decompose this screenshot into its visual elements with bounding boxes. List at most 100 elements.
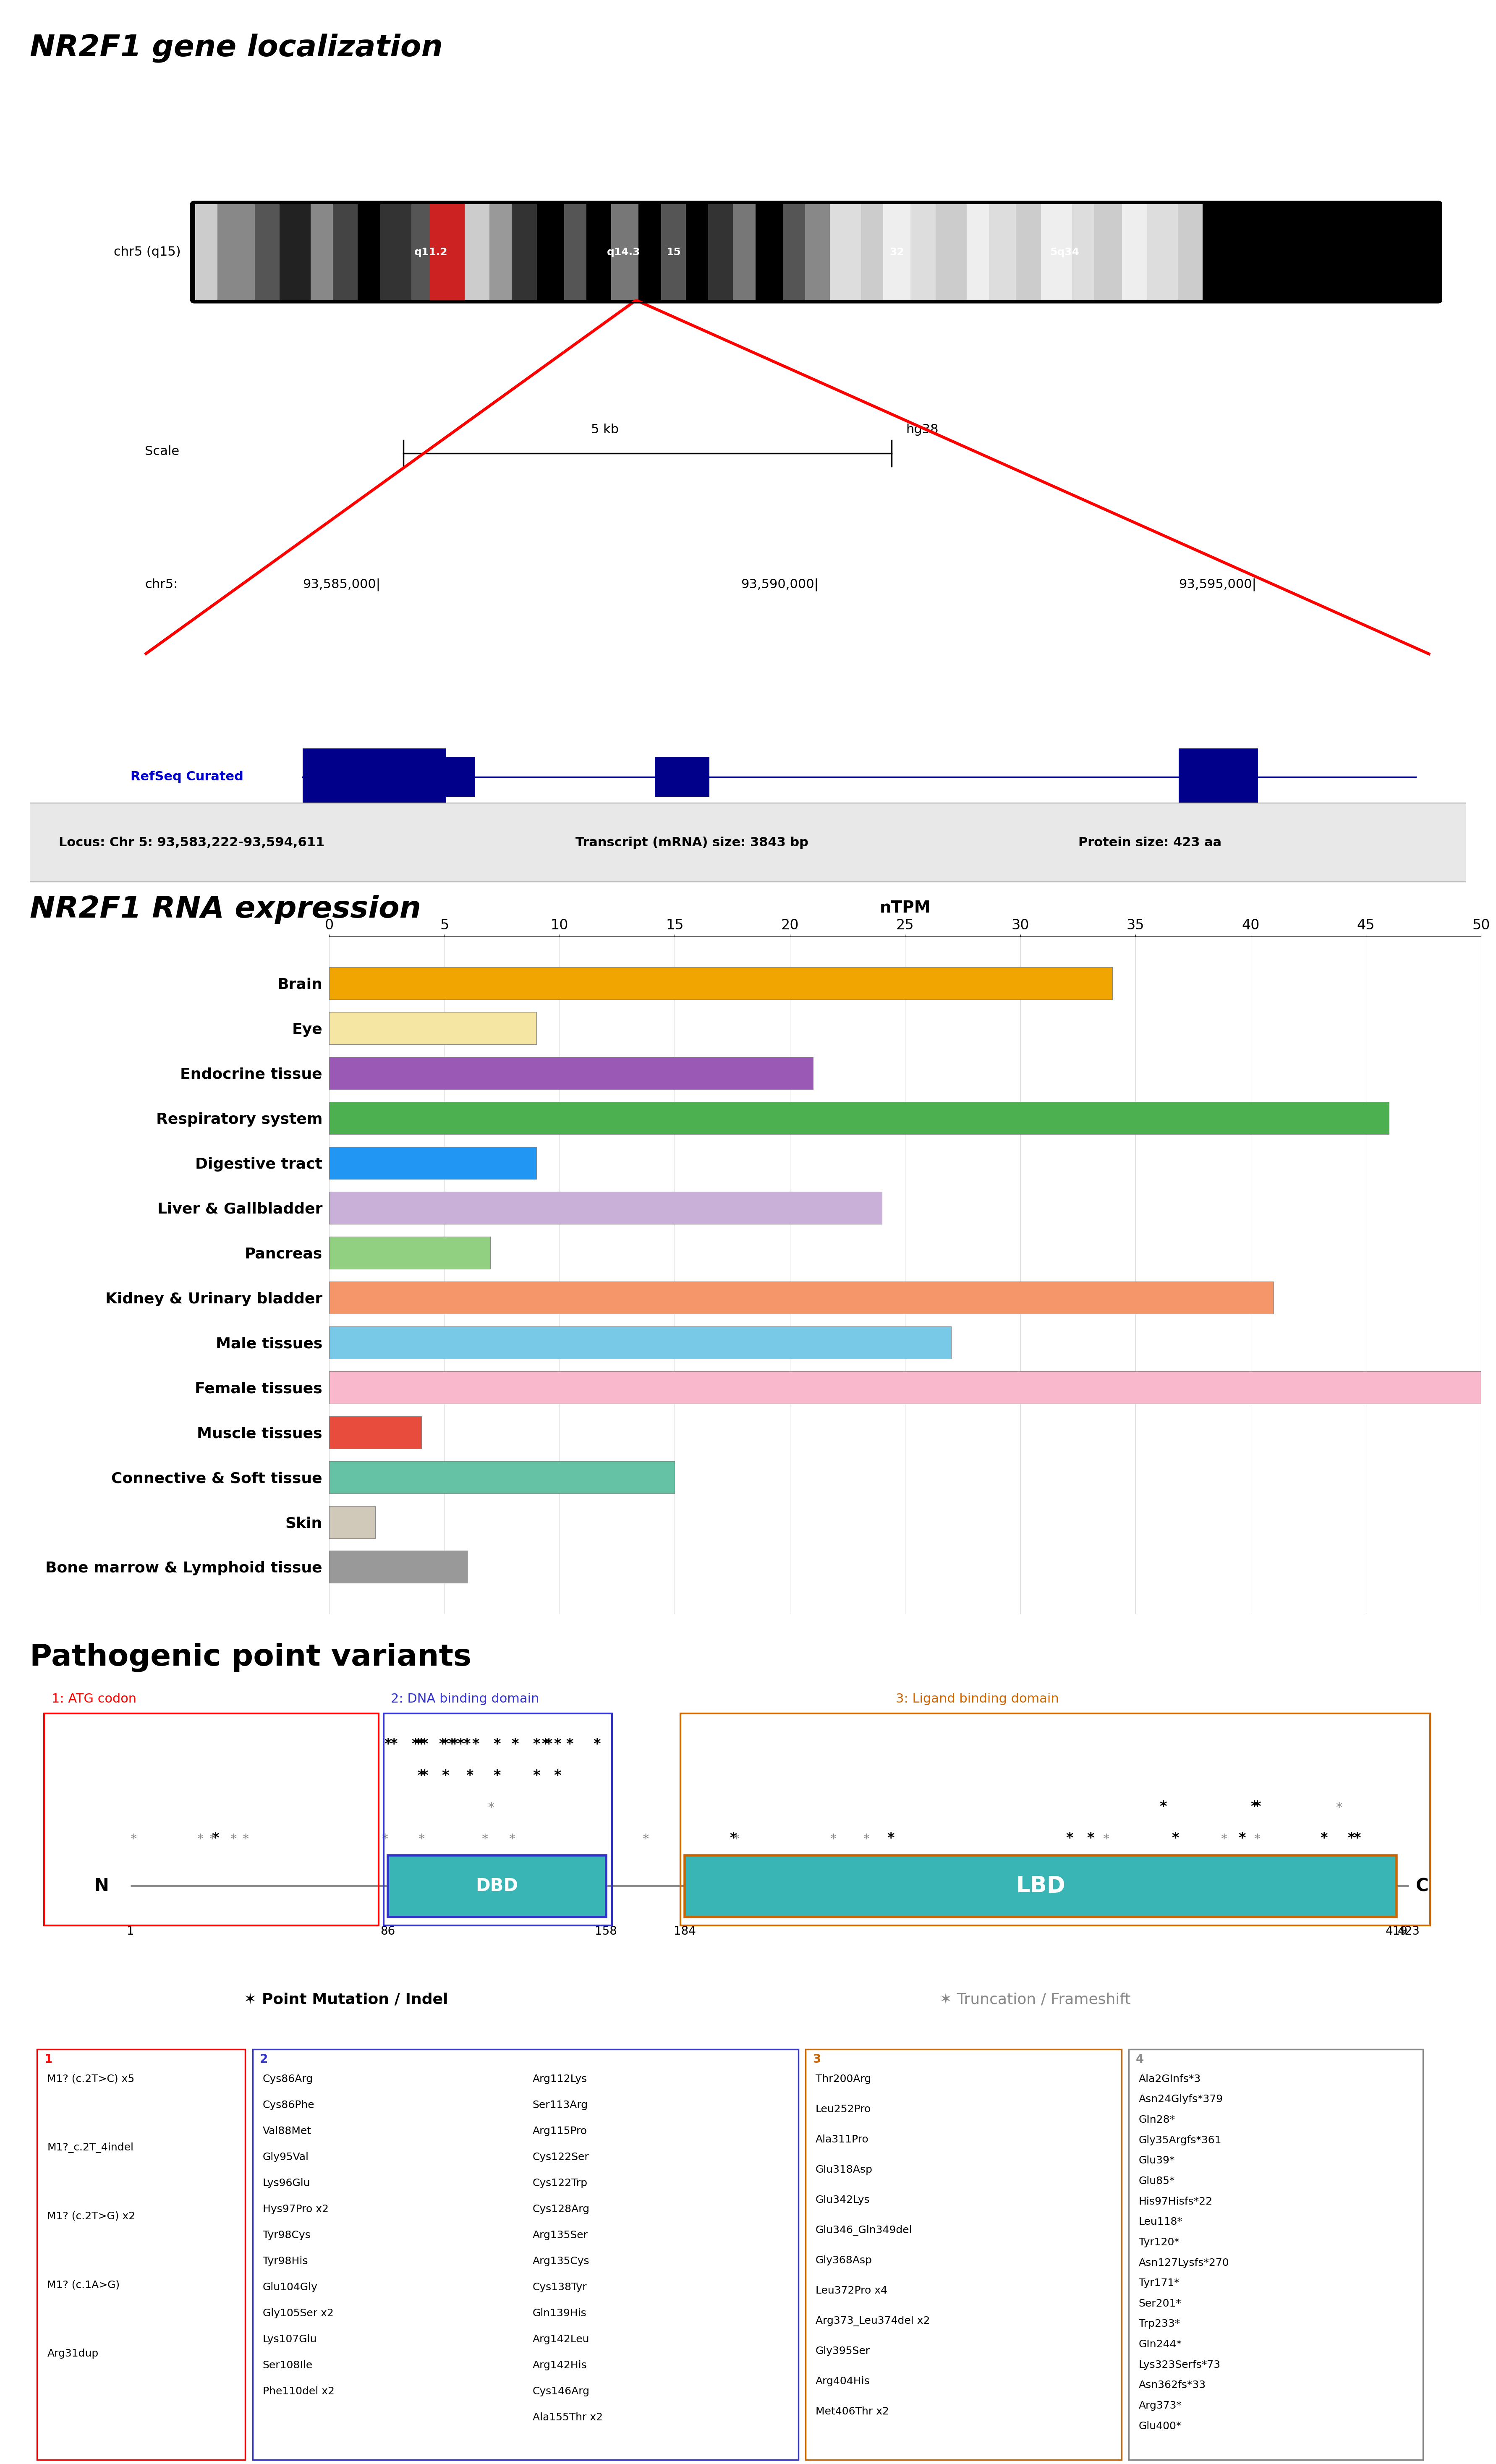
Text: Tyr120*: Tyr120* — [1138, 2237, 1179, 2247]
Text: chr5 (q15): chr5 (q15) — [114, 246, 181, 259]
Bar — [805, 2050, 1122, 2459]
Text: M1? (c.2T>C) x5: M1? (c.2T>C) x5 — [48, 2075, 135, 2085]
Text: *: * — [565, 1737, 573, 1752]
Bar — [329, 966, 1113, 1000]
Text: hg38: hg38 — [907, 424, 938, 436]
Bar — [935, 205, 966, 301]
Text: GIn28*: GIn28* — [1138, 2114, 1176, 2124]
Text: *: * — [1319, 1831, 1327, 1846]
Text: M1? (c.2T>G) x2: M1? (c.2T>G) x2 — [48, 2210, 136, 2223]
Text: *: * — [482, 1833, 488, 1846]
Text: *: * — [863, 1833, 869, 1846]
Bar — [708, 205, 733, 301]
Text: 86: 86 — [380, 1924, 395, 1937]
Text: M1? (c.1A>G): M1? (c.1A>G) — [48, 2279, 120, 2289]
Text: Ser108Ile: Ser108Ile — [263, 2361, 313, 2370]
Text: *: * — [887, 1831, 895, 1846]
Text: *: * — [441, 1769, 449, 1781]
Text: 93,595,000|: 93,595,000| — [1179, 579, 1257, 591]
Text: Arg373*: Arg373* — [1138, 2400, 1182, 2410]
Bar — [661, 205, 685, 301]
Text: q11.2: q11.2 — [414, 246, 447, 256]
Text: *: * — [488, 1801, 494, 1814]
Text: *: * — [417, 1833, 425, 1846]
Text: *: * — [467, 1769, 473, 1781]
Text: 419: 419 — [1385, 1924, 1408, 1937]
Bar — [805, 205, 830, 301]
Text: *: * — [420, 1737, 428, 1752]
Text: 1: 1 — [127, 1924, 135, 1937]
Text: *: * — [420, 1769, 428, 1781]
Text: *: * — [1254, 1801, 1261, 1814]
Text: His97Hisfs*22: His97Hisfs*22 — [1138, 2195, 1213, 2208]
Text: 3: 3 — [812, 2053, 821, 2065]
Bar — [489, 205, 512, 301]
Text: *: * — [130, 1833, 136, 1846]
Text: Gly368Asp: Gly368Asp — [815, 2255, 872, 2264]
Text: *: * — [462, 1737, 470, 1752]
Text: *: * — [1251, 1801, 1258, 1814]
Bar — [329, 1057, 812, 1089]
Text: Hys97Pro x2: Hys97Pro x2 — [263, 2205, 329, 2215]
Bar — [254, 205, 280, 301]
Text: 1: ATG codon: 1: ATG codon — [51, 1693, 136, 1705]
Bar — [639, 205, 661, 301]
Text: Gly35Argfs*361: Gly35Argfs*361 — [1138, 2136, 1222, 2146]
Bar — [512, 205, 537, 301]
Bar — [311, 205, 334, 301]
Text: Arg115Pro: Arg115Pro — [533, 2126, 588, 2136]
Text: *: * — [733, 1833, 739, 1846]
Text: *: * — [384, 1737, 392, 1752]
Text: Lys323Serfs*73: Lys323Serfs*73 — [1138, 2361, 1221, 2370]
Text: Ser113Arg: Ser113Arg — [533, 2099, 588, 2109]
Bar — [883, 205, 911, 301]
Bar — [387, 1855, 606, 1917]
Text: Lys96Glu: Lys96Glu — [263, 2178, 310, 2188]
Text: Asn127Lysfs*270: Asn127Lysfs*270 — [1138, 2257, 1230, 2267]
Bar — [681, 1712, 1430, 1924]
Text: Protein size: 423 aa: Protein size: 423 aa — [1079, 835, 1222, 848]
Bar — [329, 1326, 951, 1358]
Text: Leu372Pro x4: Leu372Pro x4 — [815, 2287, 887, 2296]
Text: RefSeq Curated: RefSeq Curated — [130, 771, 244, 784]
Text: Cys138Tyr: Cys138Tyr — [533, 2282, 586, 2292]
Text: *: * — [417, 1737, 425, 1752]
Text: Leu118*: Leu118* — [1138, 2218, 1183, 2227]
Text: 3: Ligand binding domain: 3: Ligand binding domain — [896, 1693, 1059, 1705]
Text: *: * — [1103, 1833, 1109, 1846]
Text: Transcript (mRNA) size: 3843 bp: Transcript (mRNA) size: 3843 bp — [576, 835, 808, 848]
Bar — [329, 1013, 537, 1045]
Bar — [586, 205, 612, 301]
Text: Arg135Cys: Arg135Cys — [533, 2257, 589, 2267]
Bar — [411, 205, 429, 301]
Bar — [655, 756, 709, 796]
Text: Gly395Ser: Gly395Ser — [815, 2346, 871, 2356]
Bar — [782, 205, 805, 301]
Bar — [329, 1101, 1388, 1133]
Bar — [860, 205, 883, 301]
Bar — [253, 2050, 799, 2459]
Text: *: * — [197, 1833, 203, 1846]
Text: *: * — [642, 1833, 649, 1846]
Text: *: * — [1354, 1831, 1361, 1846]
Text: *: * — [417, 1769, 425, 1781]
Text: Glu342Lys: Glu342Lys — [815, 2195, 869, 2205]
Text: 1: 1 — [45, 2053, 52, 2065]
Text: 2: DNA binding domain: 2: DNA binding domain — [390, 1693, 539, 1705]
Text: *: * — [473, 1737, 479, 1752]
Text: 184: 184 — [673, 1924, 696, 1937]
Text: Ser201*: Ser201* — [1138, 2299, 1182, 2309]
Text: Glu400*: Glu400* — [1138, 2422, 1182, 2432]
Text: N: N — [94, 1878, 109, 1895]
Text: Cys128Arg: Cys128Arg — [533, 2205, 589, 2215]
Text: Ala155Thr x2: Ala155Thr x2 — [533, 2412, 603, 2422]
Bar — [755, 205, 782, 301]
X-axis label: nTPM: nTPM — [880, 899, 931, 917]
Text: Glu318Asp: Glu318Asp — [815, 2163, 872, 2176]
Text: *: * — [554, 1737, 561, 1752]
Bar — [329, 1417, 422, 1449]
Text: Val88Met: Val88Met — [263, 2126, 311, 2136]
Text: *: * — [545, 1737, 552, 1752]
Text: Glu39*: Glu39* — [1138, 2156, 1174, 2166]
Text: *: * — [414, 1737, 422, 1752]
